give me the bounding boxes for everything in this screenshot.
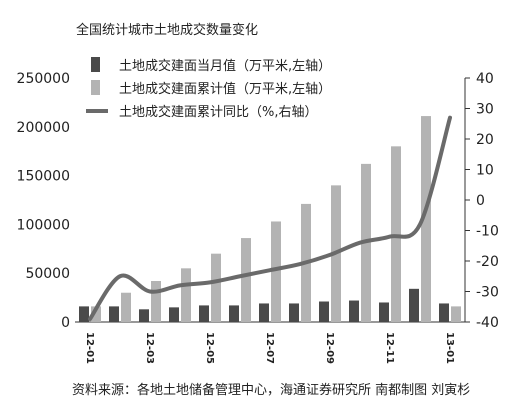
left-tick-label: 100000 — [17, 217, 70, 233]
bar-cumulative — [211, 253, 221, 322]
bar-cumulative — [421, 116, 431, 323]
x-tick-label: 12-01 — [84, 332, 95, 364]
x-tick-label: 12-05 — [204, 332, 215, 364]
right-tick-label: 0 — [476, 193, 485, 209]
legend-swatch-cumulative — [91, 80, 100, 95]
bar-monthly — [79, 306, 89, 322]
legend: 土地成交建面当月值（万平米,左轴） 土地成交建面累计值（万平米,左轴） 土地成交… — [86, 57, 331, 120]
right-axis-ticks: -40 -30 -20 -10 0 10 20 30 40 — [465, 71, 499, 331]
left-axis-ticks: 0 50000 100000 150000 200000 250000 — [17, 71, 70, 331]
bar-cumulative — [121, 292, 131, 322]
bar-cumulative — [181, 268, 191, 322]
x-tick-label: 13-01 — [444, 332, 455, 364]
right-tick-label: -40 — [476, 315, 499, 331]
bar-monthly — [439, 303, 449, 322]
bar-cumulative — [451, 306, 461, 322]
right-tick-label: 40 — [476, 71, 494, 87]
right-tick-label: 30 — [476, 102, 494, 118]
chart-title: 全国统计城市土地成交数量变化 — [76, 22, 258, 38]
bar-monthly — [289, 303, 299, 322]
x-axis-ticks: 12-01 12-03 12-05 12-07 12-09 12-11 13-01 — [84, 332, 455, 364]
source-note: 资料来源：各地土地储备管理中心，海通证券研究所 南都制图 刘寅杉 — [72, 382, 470, 398]
bar-cumulative — [271, 221, 281, 322]
bar-monthly — [379, 302, 389, 322]
bar-cumulative — [151, 281, 161, 322]
bar-monthly — [109, 306, 119, 322]
bar-monthly — [199, 305, 209, 322]
legend-label-yoy: 土地成交建面累计同比（%,右轴） — [119, 104, 318, 120]
x-tick-label: 12-11 — [384, 332, 395, 364]
left-tick-label: 200000 — [17, 120, 70, 136]
bar-monthly — [229, 305, 239, 322]
left-tick-label: 250000 — [17, 71, 70, 87]
bars — [79, 116, 461, 323]
left-tick-label: 50000 — [25, 266, 70, 282]
bar-monthly — [259, 303, 269, 322]
right-tick-label: -20 — [476, 254, 499, 270]
bar-monthly — [409, 288, 419, 322]
bar-cumulative — [91, 306, 101, 322]
bar-monthly — [139, 309, 149, 322]
right-tick-label: -30 — [476, 285, 499, 301]
bar-cumulative — [241, 238, 251, 322]
right-tick-label: 10 — [476, 163, 494, 179]
left-tick-label: 0 — [61, 315, 70, 331]
bar-monthly — [319, 301, 329, 322]
x-tick-label: 12-09 — [324, 332, 335, 364]
legend-label-monthly: 土地成交建面当月值（万平米,左轴） — [119, 58, 331, 74]
line-series — [88, 115, 452, 321]
right-tick-label: -10 — [476, 224, 499, 240]
x-tick-label: 12-07 — [264, 332, 275, 364]
bar-monthly — [349, 300, 359, 322]
line-yoy — [88, 115, 452, 321]
legend-label-cumulative: 土地成交建面累计值（万平米,左轴） — [119, 81, 331, 97]
left-tick-label: 150000 — [17, 169, 70, 185]
right-tick-label: 20 — [476, 132, 494, 148]
legend-swatch-monthly — [91, 57, 100, 72]
x-tick-label: 12-03 — [144, 332, 155, 364]
bar-monthly — [169, 307, 179, 322]
